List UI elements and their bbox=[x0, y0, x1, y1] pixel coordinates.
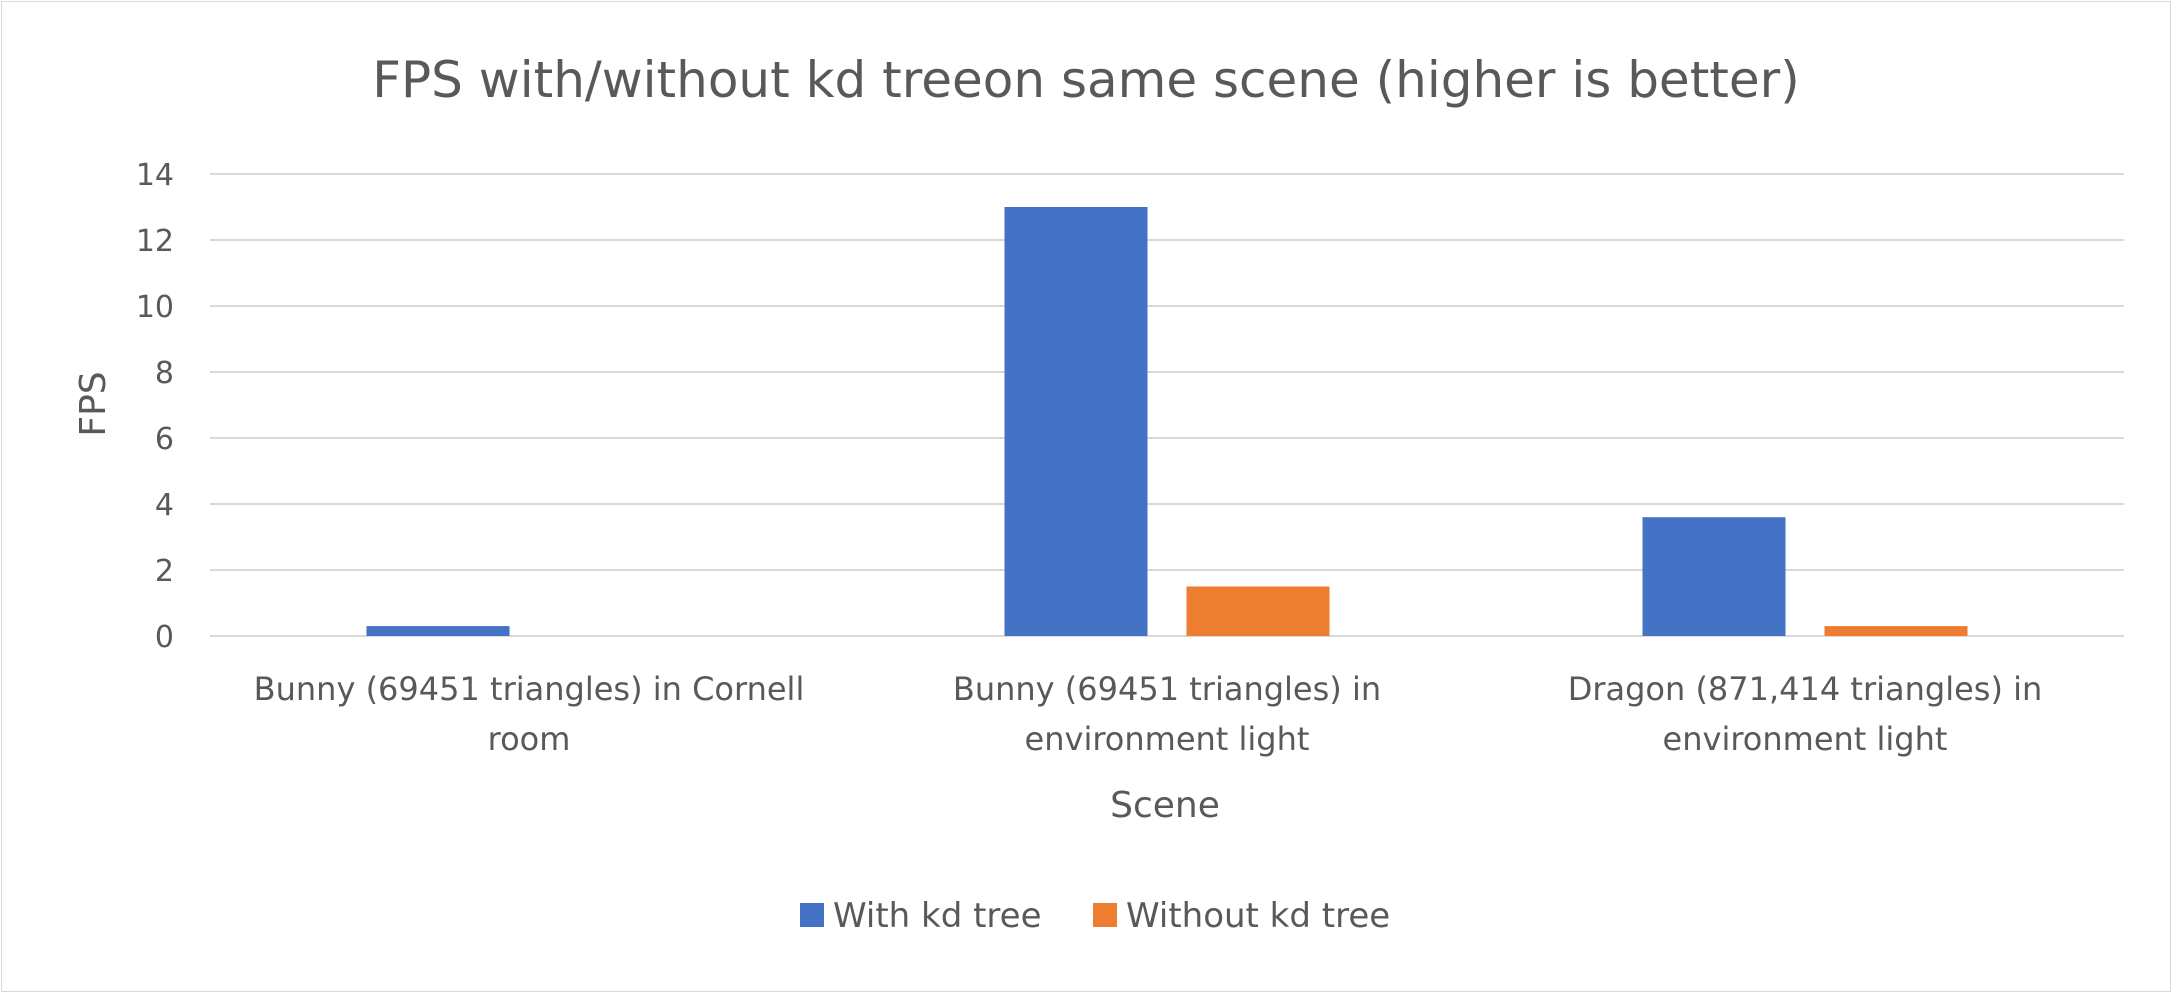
y-tick-label: 10 bbox=[136, 290, 174, 325]
gridlines bbox=[210, 173, 2124, 637]
legend: With kd tree Without kd tree bbox=[800, 896, 1390, 936]
legend-label: Without kd tree bbox=[1126, 896, 1390, 936]
y-tick-label: 14 bbox=[136, 158, 174, 193]
x-category-label: room bbox=[488, 720, 571, 758]
bar bbox=[366, 626, 510, 636]
bar bbox=[1004, 207, 1148, 636]
x-axis-title: Scene bbox=[1110, 785, 1220, 826]
y-axis-ticks: 0 2 4 6 8 10 12 14 bbox=[136, 158, 174, 655]
bar bbox=[1186, 586, 1330, 636]
y-tick-label: 12 bbox=[136, 224, 174, 259]
legend-label: With kd tree bbox=[833, 896, 1041, 936]
x-category-label: Dragon (871,414 triangles) in bbox=[1568, 670, 2043, 708]
x-category-label: Bunny (69451 triangles) in bbox=[953, 670, 1381, 708]
x-category-label: environment light bbox=[1663, 720, 1948, 758]
x-axis-categories: Bunny (69451 triangles) in Cornell room Bu… bbox=[254, 670, 2043, 758]
bar bbox=[1642, 517, 1786, 636]
bar bbox=[1824, 626, 1968, 636]
legend-swatch bbox=[1093, 903, 1117, 927]
legend-swatch bbox=[800, 903, 824, 927]
x-category-label: Bunny (69451 triangles) in Cornell bbox=[254, 670, 805, 708]
y-tick-label: 8 bbox=[155, 356, 174, 391]
bars bbox=[366, 207, 1968, 636]
y-tick-label: 4 bbox=[155, 488, 174, 523]
y-tick-label: 0 bbox=[155, 620, 174, 655]
chart-title: FPS with/without kd treeon same scene (h… bbox=[372, 51, 1799, 109]
x-category-label: environment light bbox=[1025, 720, 1310, 758]
y-axis-title: FPS bbox=[73, 371, 114, 436]
y-tick-label: 2 bbox=[155, 554, 174, 589]
y-tick-label: 6 bbox=[155, 422, 174, 457]
